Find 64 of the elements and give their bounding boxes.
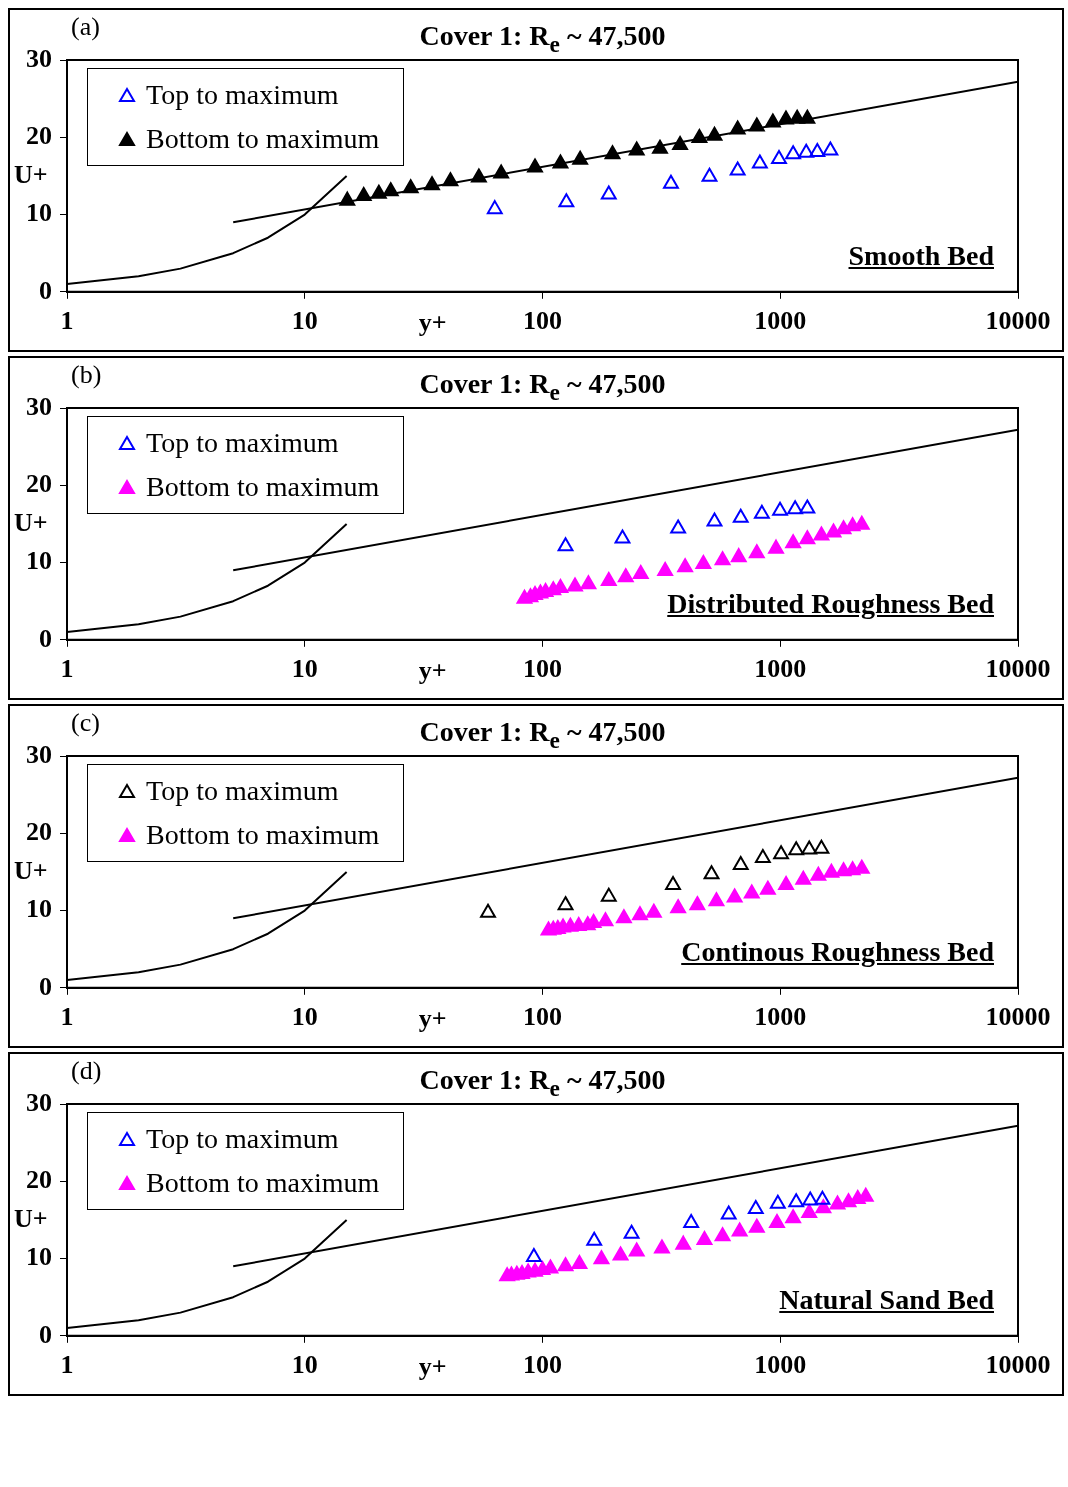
x-axis-title: y+ bbox=[418, 1003, 447, 1034]
x-tick-label: 10 bbox=[291, 1350, 318, 1380]
x-tick-label: 10 bbox=[291, 306, 318, 336]
legend-label: Top to maximum bbox=[146, 79, 339, 111]
legend-label: Top to maximum bbox=[146, 427, 339, 459]
legend-label: Bottom to maximum bbox=[146, 471, 380, 503]
y-tick-label: 20 bbox=[26, 468, 52, 498]
x-tick-label: 10000 bbox=[985, 1002, 1051, 1032]
legend-label: Bottom to maximum bbox=[146, 1167, 380, 1199]
x-tick-label: 100 bbox=[523, 306, 562, 336]
x-tick-label: 10 bbox=[291, 654, 318, 684]
y-tick-label: 10 bbox=[26, 1242, 52, 1272]
x-tick-label: 1000 bbox=[754, 1002, 807, 1032]
annotation: Continous Roughness Bed bbox=[681, 935, 994, 968]
y-axis-title: U+ bbox=[14, 507, 48, 538]
y-tick-label: 0 bbox=[39, 1319, 52, 1349]
y-tick-label: 30 bbox=[26, 739, 52, 769]
x-tick-label: 1 bbox=[60, 1350, 74, 1380]
y-tick-label: 0 bbox=[39, 971, 52, 1001]
y-axis-title: U+ bbox=[14, 1203, 48, 1234]
annotation: Natural Sand Bed bbox=[779, 1283, 994, 1316]
text: (b) bbox=[71, 360, 102, 390]
text: (d) bbox=[71, 1056, 102, 1086]
x-axis-title: y+ bbox=[418, 1351, 447, 1382]
x-axis-title: y+ bbox=[418, 655, 447, 686]
x-tick-label: 10000 bbox=[985, 654, 1051, 684]
x-tick-label: 10000 bbox=[985, 1350, 1051, 1380]
x-tick-label: 100 bbox=[523, 1002, 562, 1032]
legend-label: Top to maximum bbox=[146, 1123, 339, 1155]
y-tick-label: 20 bbox=[26, 816, 52, 846]
y-tick-label: 30 bbox=[26, 43, 52, 73]
y-tick-label: 20 bbox=[26, 120, 52, 150]
y-axis-title: U+ bbox=[14, 159, 48, 190]
x-tick-label: 1 bbox=[60, 654, 74, 684]
x-tick-label: 10000 bbox=[985, 306, 1051, 336]
legend-label: Bottom to maximum bbox=[146, 819, 380, 851]
y-axis-title: U+ bbox=[14, 855, 48, 886]
text: (a) bbox=[71, 12, 100, 42]
text: (c) bbox=[71, 708, 100, 738]
x-tick-label: 1 bbox=[60, 306, 74, 336]
legend-label: Top to maximum bbox=[146, 775, 339, 807]
x-tick-label: 1000 bbox=[754, 654, 807, 684]
x-tick-label: 1 bbox=[60, 1002, 74, 1032]
chart-title: Cover 1: R$_{e}$ ~ 47,500 bbox=[419, 716, 666, 753]
y-tick-label: 10 bbox=[26, 546, 52, 576]
chart-title: Cover 1: R$_{e}$ ~ 47,500 bbox=[419, 1064, 666, 1101]
chart-title: Cover 1: R$_{e}$ ~ 47,500 bbox=[419, 20, 666, 57]
annotation: Smooth Bed bbox=[848, 239, 994, 272]
x-tick-label: 100 bbox=[523, 1350, 562, 1380]
y-tick-label: 20 bbox=[26, 1164, 52, 1194]
chart-title: Cover 1: R$_{e}$ ~ 47,500 bbox=[419, 368, 666, 405]
x-axis-title: y+ bbox=[418, 307, 447, 338]
legend-label: Bottom to maximum bbox=[146, 123, 380, 155]
y-tick-label: 30 bbox=[26, 1087, 52, 1117]
y-tick-label: 10 bbox=[26, 894, 52, 924]
y-tick-label: 0 bbox=[39, 623, 52, 653]
annotation: Distributed Roughness Bed bbox=[667, 587, 994, 620]
x-tick-label: 10 bbox=[291, 1002, 318, 1032]
x-tick-label: 1000 bbox=[754, 306, 807, 336]
y-tick-label: 30 bbox=[26, 391, 52, 421]
y-tick-label: 0 bbox=[39, 275, 52, 305]
y-tick-label: 10 bbox=[26, 198, 52, 228]
x-tick-label: 100 bbox=[523, 654, 562, 684]
x-tick-label: 1000 bbox=[754, 1350, 807, 1380]
